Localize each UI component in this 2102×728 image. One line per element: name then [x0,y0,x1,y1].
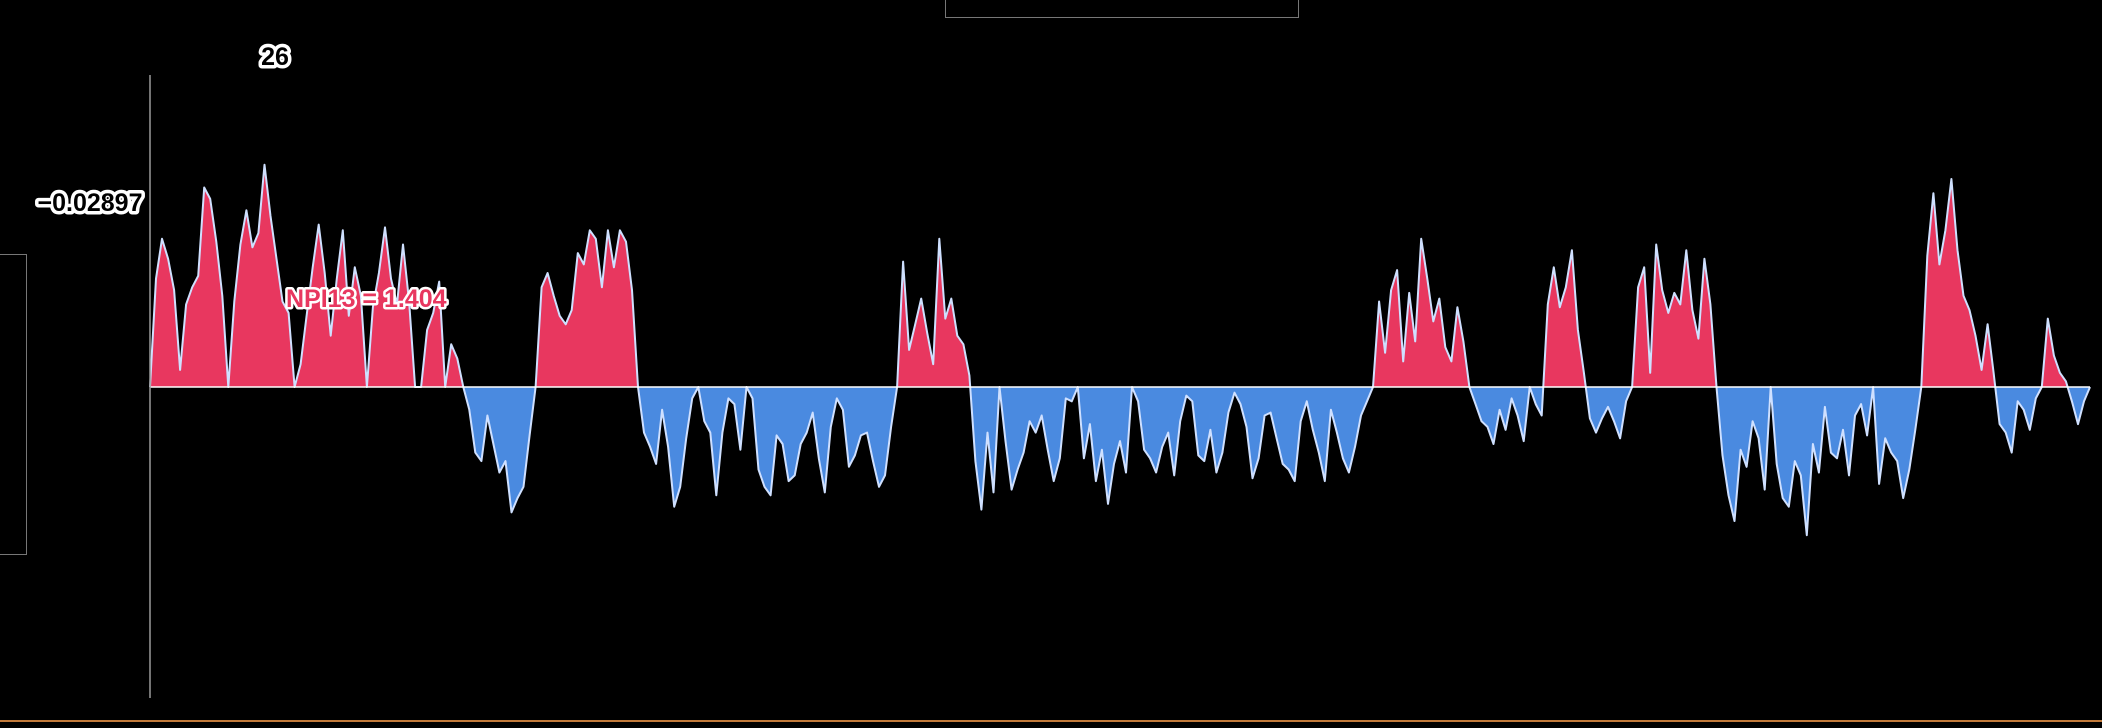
crosshair-y-label-halo: −0.02897 [38,189,143,217]
crosshair-y-label: −0.02897 −0.02897 [34,186,146,221]
bottom-border [0,720,2102,722]
crosshair-x-label: 26 26 [258,40,293,75]
series-annotation: NPI13 = 1.404 NPI13 = 1.404 [284,283,450,316]
series-line [149,163,2091,537]
positive-area [150,164,2090,387]
crosshair-x-label-text: 26 [261,43,289,71]
series-annotation-text: NPI13 = 1.404 [286,285,447,313]
series-annotation-halo: NPI13 = 1.404 [286,285,447,313]
range-selector-frame[interactable] [945,0,1299,18]
negative-area [150,387,2090,536]
side-panel-frame[interactable] [0,254,27,555]
crosshair-x-label-halo: 26 [261,43,289,71]
crosshair-y-label-text: −0.02897 [38,189,143,217]
